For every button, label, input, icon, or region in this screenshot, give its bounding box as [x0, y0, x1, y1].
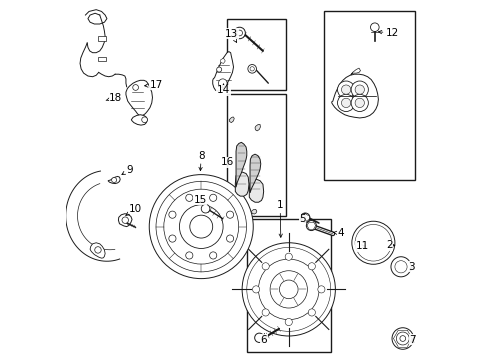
Circle shape [237, 30, 243, 36]
Circle shape [308, 309, 316, 316]
Circle shape [95, 247, 101, 253]
Circle shape [355, 225, 392, 261]
Circle shape [308, 263, 316, 270]
Polygon shape [235, 172, 249, 196]
Text: 14: 14 [217, 84, 230, 95]
Circle shape [355, 98, 365, 108]
Circle shape [122, 217, 128, 224]
Circle shape [306, 221, 317, 230]
Bar [227, 19, 286, 90]
Polygon shape [119, 214, 132, 226]
Circle shape [391, 257, 411, 277]
Circle shape [247, 247, 331, 331]
Polygon shape [131, 115, 147, 125]
Polygon shape [251, 210, 257, 214]
Circle shape [270, 271, 307, 308]
Polygon shape [332, 74, 378, 118]
Bar [227, 94, 286, 216]
Circle shape [186, 194, 193, 201]
Circle shape [219, 79, 227, 87]
Polygon shape [229, 117, 234, 123]
Circle shape [226, 211, 234, 218]
Text: 13: 13 [225, 29, 238, 42]
Circle shape [395, 261, 407, 273]
Polygon shape [255, 125, 260, 131]
Circle shape [355, 85, 365, 94]
Bar [98, 57, 106, 61]
Text: 2: 2 [386, 240, 395, 250]
Circle shape [318, 286, 325, 293]
Circle shape [342, 98, 351, 108]
Circle shape [342, 85, 351, 94]
Circle shape [351, 81, 368, 98]
Circle shape [210, 194, 217, 201]
Polygon shape [249, 179, 264, 202]
Circle shape [370, 23, 379, 32]
Bar [98, 36, 106, 41]
Circle shape [179, 205, 223, 248]
Circle shape [133, 85, 139, 90]
Circle shape [234, 27, 245, 39]
Text: 8: 8 [198, 150, 204, 171]
Text: 12: 12 [378, 28, 399, 38]
Polygon shape [213, 51, 234, 91]
Circle shape [300, 213, 310, 222]
Circle shape [262, 309, 270, 316]
Text: 7: 7 [410, 334, 416, 345]
Circle shape [285, 319, 293, 325]
Circle shape [400, 336, 406, 341]
Polygon shape [351, 68, 361, 75]
Circle shape [262, 263, 270, 270]
Text: 9: 9 [122, 165, 133, 175]
Text: 17: 17 [145, 80, 163, 90]
Text: 10: 10 [126, 204, 142, 215]
Circle shape [156, 181, 246, 272]
Text: 15: 15 [194, 195, 207, 205]
Circle shape [164, 189, 239, 264]
Circle shape [252, 286, 260, 293]
Circle shape [169, 211, 176, 218]
Circle shape [255, 333, 264, 342]
Circle shape [338, 81, 355, 98]
Circle shape [112, 177, 117, 183]
Bar [324, 12, 416, 180]
Circle shape [242, 243, 335, 336]
Circle shape [392, 328, 414, 349]
Circle shape [142, 117, 147, 123]
Circle shape [351, 94, 368, 112]
Text: 3: 3 [409, 262, 415, 272]
Text: 5: 5 [299, 213, 306, 224]
Circle shape [338, 94, 355, 112]
Circle shape [190, 215, 213, 238]
Text: 4: 4 [334, 228, 343, 238]
Circle shape [217, 67, 221, 72]
Circle shape [396, 332, 409, 345]
Circle shape [352, 221, 395, 264]
Polygon shape [126, 80, 152, 116]
Circle shape [210, 252, 217, 259]
Circle shape [149, 175, 253, 279]
Circle shape [201, 204, 210, 213]
Polygon shape [108, 176, 120, 184]
Polygon shape [236, 142, 247, 187]
Circle shape [258, 259, 319, 320]
Polygon shape [250, 154, 261, 193]
Circle shape [279, 280, 298, 299]
Circle shape [226, 235, 234, 242]
Polygon shape [220, 58, 225, 63]
Text: 6: 6 [261, 334, 268, 345]
Circle shape [250, 67, 254, 71]
Text: 18: 18 [106, 93, 122, 103]
Circle shape [285, 253, 293, 260]
Polygon shape [90, 243, 105, 258]
Circle shape [186, 252, 193, 259]
Text: 1: 1 [277, 200, 283, 237]
Bar [247, 220, 331, 352]
Circle shape [248, 64, 256, 73]
Circle shape [169, 235, 176, 242]
Text: 16: 16 [221, 157, 234, 167]
Text: 11: 11 [356, 241, 369, 251]
